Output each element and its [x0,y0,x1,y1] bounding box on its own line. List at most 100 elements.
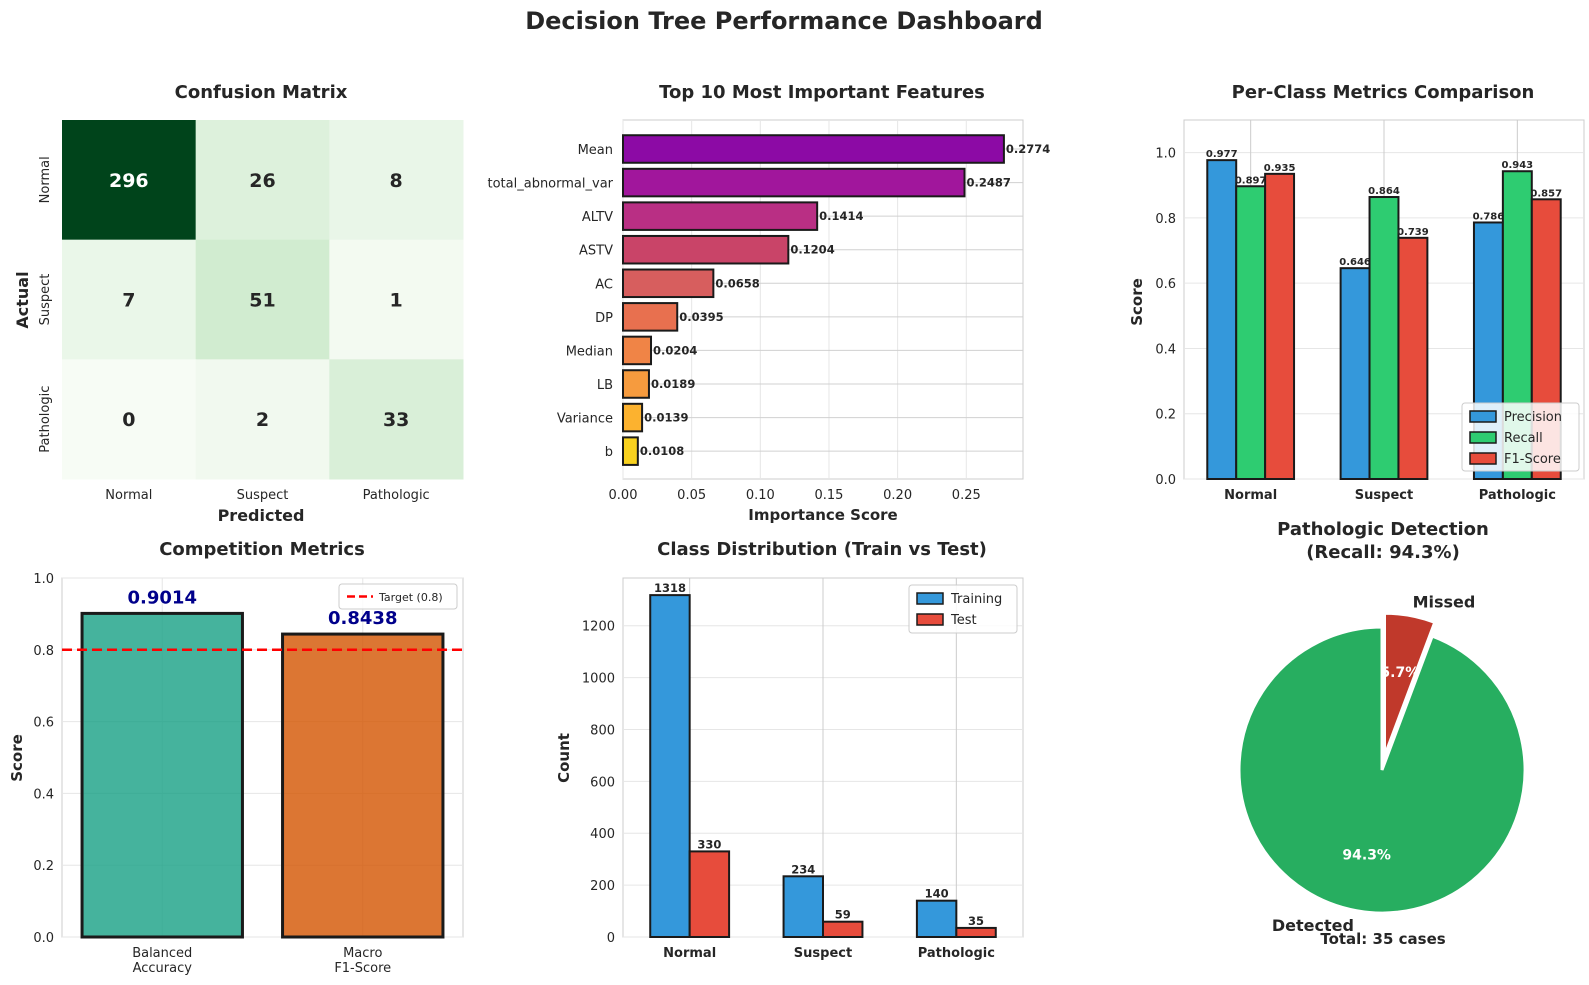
competition-bar [281,632,445,939]
competition-y-tick: 0.2 [33,859,54,874]
perclass-y-tick: 0.8 [1155,212,1176,227]
feature-value-label: 0.2774 [1006,142,1050,156]
perclass-legend-label: Precision [1504,410,1562,425]
confusion-y-tick: Suspect [38,274,53,326]
distribution-bars: 1318 330 234 59 140 35 [649,581,997,939]
perclass-ticks: 0.0 0.2 0.4 0.6 0.8 1.0 Normal Suspect Pathologi… [1155,147,1556,503]
perclass-y-tick: 0.4 [1155,342,1176,357]
perclass-bar [1235,185,1267,480]
feature-value-label: 0.1204 [790,243,834,257]
confusion-cell-value: 2 [256,409,269,431]
distribution-bar [915,899,958,939]
feature-bar [622,436,639,466]
confusion-cell-value: 33 [383,409,409,431]
feature-bar [622,234,790,265]
feature-value-label: 0.0139 [644,411,688,425]
confusion-x-axis-label: Predicted [218,506,305,525]
perclass-bar-label: 0.977 [1206,149,1238,160]
perclass-bar-label: 0.864 [1368,186,1400,197]
perclass-bar [1368,196,1400,480]
feature-value-label: 0.0204 [653,343,697,357]
distribution-y-tick: 1000 [582,672,615,687]
feature-x-tick: 0.05 [677,488,706,503]
distribution-bar-label: 35 [968,914,984,928]
competition-bars: 0.9014 0.8438 [62,587,463,939]
distribution-title: Class Distribution (Train vs Test) [657,539,987,560]
feature-value-label: 0.0189 [651,377,695,391]
feature-y-tick: Mean [578,143,613,158]
confusion-cell [329,359,464,480]
feature-bar [622,134,1005,164]
distribution-ticks: 0 200 400 600 800 1000 1200 Normal Suspect Pathol… [582,620,995,961]
perclass-bar-label: 0.857 [1530,188,1562,199]
feature-bar [622,201,819,231]
perclass-bar-label: 0.739 [1397,227,1429,238]
perclass-legend: Precision Recall F1-Score [1461,402,1580,472]
confusion-cell-value: 0 [122,409,135,431]
confusion-cell-value: 296 [109,170,149,192]
confusion-cell [329,239,464,360]
competition-y-tick: 1.0 [33,572,54,587]
pie-slice-label: Missed [1413,592,1476,611]
distribution-x-tick: Suspect [794,946,852,961]
confusion-cell-value: 7 [122,290,135,312]
confusion-cell-value: 51 [249,290,275,312]
competition-value-label: 0.8438 [328,608,397,629]
dashboard-title: Decision Tree Performance Dashboard [525,7,1043,35]
feature-ticks: 0.00 0.05 0.10 0.15 0.20 0.25 Mean total_abnorm… [488,143,981,503]
perclass-y-tick: 0.2 [1155,408,1176,423]
feature-y-tick: ASTV [579,244,613,259]
competition-value-label: 0.9014 [128,587,197,608]
distribution-bar [955,926,997,939]
confusion-cell-value: 1 [390,290,403,312]
feature-x-axis-label: Importance Score [748,506,897,524]
perclass-y-tick: 0.0 [1155,473,1176,488]
perclass-bar-label: 0.897 [1235,175,1267,186]
distribution-bar-label: 1318 [654,581,686,595]
distribution-bar [688,850,731,938]
feature-x-tick: 0.20 [883,488,912,503]
distribution-y-tick: 800 [590,723,615,738]
distribution-x-tick: Normal [663,946,716,961]
feature-x-tick: 0.25 [952,488,981,503]
competition-legend-label: Target (0.8) [378,591,443,604]
confusion-y-tick: Normal [38,156,53,203]
confusion-x-ticks: Normal Suspect Pathologic [105,488,429,503]
pie-percent-label: 5.7% [1380,665,1419,681]
distribution-y-axis-label: Count [555,733,573,783]
pie-slice [1237,625,1527,915]
feature-bar [622,268,715,299]
perclass-bar [1339,267,1371,480]
perclass-bar [1397,236,1429,480]
competition-y-tick: 0.4 [33,787,54,802]
distribution-y-tick: 200 [590,879,615,894]
pie-footer: Total: 35 cases [1320,930,1445,948]
perclass-x-tick: Pathologic [1479,488,1556,503]
perclass-legend-swatch [1469,452,1497,465]
distribution-legend-label: Training [950,592,1002,607]
confusion-matrix-panel: Confusion Matrix 296 26 8 7 51 1 0 2 33 Normal Su… [13,82,464,525]
confusion-cell [62,120,197,241]
feature-importance-panel: Top 10 Most Important Features 0.27740.2… [488,82,1051,524]
feature-y-tick: LB [597,378,613,393]
feature-x-tick: 0.10 [746,488,775,503]
feature-bar [622,335,653,366]
feature-x-tick: 0.15 [814,488,843,503]
feature-y-tick: total_abnormal_var [488,177,614,192]
competition-x-tick: F1-Score [334,961,391,976]
competition-y-tick: 0.6 [33,716,54,731]
pie-title-line: Pathologic Detection [1277,519,1489,540]
confusion-cell-value: 26 [249,170,275,192]
distribution-x-tick: Pathologic [918,946,995,961]
confusion-y-axis-label: Actual [13,271,32,328]
confusion-title: Confusion Matrix [175,82,348,103]
competition-legend: Target (0.8) [338,583,458,610]
feature-value-label: 0.2487 [967,176,1011,190]
confusion-cell [62,239,197,360]
distribution-bar-label: 140 [925,887,949,901]
distribution-legend-label: Test [950,613,977,628]
feature-y-tick: Variance [557,412,613,427]
pie-slices: 94.3% Detected 5.7% Missed [1237,592,1527,935]
feature-y-tick: Median [566,344,613,359]
